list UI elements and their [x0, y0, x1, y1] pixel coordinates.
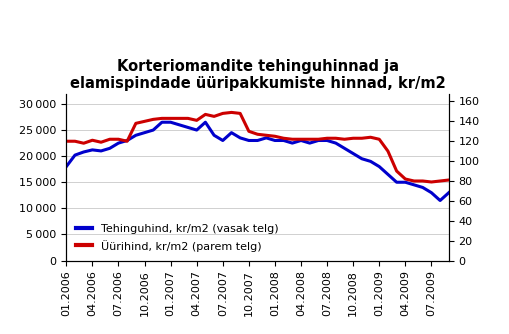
Üürihind, kr/m2 (parem telg) [358, 136, 364, 140]
Tehinguhind, kr/m2 (vasak telg) [393, 180, 399, 184]
Line: Tehinguhind, kr/m2 (vasak telg): Tehinguhind, kr/m2 (vasak telg) [66, 122, 448, 200]
Üürihind, kr/m2 (parem telg) [315, 137, 321, 141]
Tehinguhind, kr/m2 (vasak telg) [315, 139, 321, 143]
Tehinguhind, kr/m2 (vasak telg) [358, 157, 364, 161]
Tehinguhind, kr/m2 (vasak telg) [132, 133, 138, 137]
Tehinguhind, kr/m2 (vasak telg) [419, 185, 425, 189]
Tehinguhind, kr/m2 (vasak telg) [297, 139, 303, 143]
Üürihind, kr/m2 (parem telg) [115, 137, 121, 141]
Üürihind, kr/m2 (parem telg) [80, 141, 87, 145]
Üürihind, kr/m2 (parem telg) [89, 138, 95, 142]
Üürihind, kr/m2 (parem telg) [185, 116, 191, 120]
Üürihind, kr/m2 (parem telg) [193, 118, 200, 122]
Tehinguhind, kr/m2 (vasak telg) [211, 133, 217, 137]
Tehinguhind, kr/m2 (vasak telg) [115, 141, 121, 145]
Title: Korteriomandite tehinguhinnad ja
elamispindade üüripakkumiste hinnad, kr/m2: Korteriomandite tehinguhinnad ja elamisp… [70, 58, 444, 91]
Üürihind, kr/m2 (parem telg) [124, 139, 130, 143]
Tehinguhind, kr/m2 (vasak telg) [63, 165, 69, 169]
Tehinguhind, kr/m2 (vasak telg) [254, 139, 260, 143]
Tehinguhind, kr/m2 (vasak telg) [237, 136, 243, 140]
Tehinguhind, kr/m2 (vasak telg) [263, 136, 269, 140]
Tehinguhind, kr/m2 (vasak telg) [159, 120, 165, 124]
Üürihind, kr/m2 (parem telg) [237, 112, 243, 116]
Tehinguhind, kr/m2 (vasak telg) [271, 139, 277, 143]
Üürihind, kr/m2 (parem telg) [393, 169, 399, 173]
Üürihind, kr/m2 (parem telg) [306, 137, 312, 141]
Tehinguhind, kr/m2 (vasak telg) [124, 139, 130, 143]
Üürihind, kr/m2 (parem telg) [159, 116, 165, 120]
Tehinguhind, kr/m2 (vasak telg) [72, 153, 78, 157]
Üürihind, kr/m2 (parem telg) [436, 179, 442, 183]
Üürihind, kr/m2 (parem telg) [132, 121, 138, 125]
Üürihind, kr/m2 (parem telg) [410, 179, 416, 183]
Üürihind, kr/m2 (parem telg) [332, 136, 338, 140]
Üürihind, kr/m2 (parem telg) [289, 137, 295, 141]
Üürihind, kr/m2 (parem telg) [323, 136, 329, 140]
Üürihind, kr/m2 (parem telg) [376, 137, 382, 141]
Üürihind, kr/m2 (parem telg) [167, 116, 174, 120]
Tehinguhind, kr/m2 (vasak telg) [141, 131, 147, 135]
Üürihind, kr/m2 (parem telg) [228, 111, 234, 115]
Tehinguhind, kr/m2 (vasak telg) [245, 139, 251, 143]
Üürihind, kr/m2 (parem telg) [63, 139, 69, 143]
Üürihind, kr/m2 (parem telg) [271, 134, 277, 138]
Üürihind, kr/m2 (parem telg) [445, 178, 451, 182]
Tehinguhind, kr/m2 (vasak telg) [376, 165, 382, 169]
Tehinguhind, kr/m2 (vasak telg) [402, 180, 408, 184]
Tehinguhind, kr/m2 (vasak telg) [89, 148, 95, 152]
Üürihind, kr/m2 (parem telg) [367, 135, 373, 139]
Üürihind, kr/m2 (parem telg) [211, 114, 217, 118]
Tehinguhind, kr/m2 (vasak telg) [428, 191, 434, 195]
Üürihind, kr/m2 (parem telg) [150, 117, 156, 121]
Üürihind, kr/m2 (parem telg) [341, 137, 347, 141]
Tehinguhind, kr/m2 (vasak telg) [176, 123, 182, 127]
Üürihind, kr/m2 (parem telg) [219, 112, 225, 116]
Tehinguhind, kr/m2 (vasak telg) [150, 128, 156, 132]
Üürihind, kr/m2 (parem telg) [72, 139, 78, 143]
Tehinguhind, kr/m2 (vasak telg) [349, 152, 355, 156]
Tehinguhind, kr/m2 (vasak telg) [341, 146, 347, 150]
Tehinguhind, kr/m2 (vasak telg) [193, 128, 200, 132]
Üürihind, kr/m2 (parem telg) [176, 116, 182, 120]
Üürihind, kr/m2 (parem telg) [245, 129, 251, 133]
Üürihind, kr/m2 (parem telg) [428, 180, 434, 184]
Üürihind, kr/m2 (parem telg) [349, 136, 355, 140]
Tehinguhind, kr/m2 (vasak telg) [445, 191, 451, 195]
Tehinguhind, kr/m2 (vasak telg) [332, 141, 338, 145]
Tehinguhind, kr/m2 (vasak telg) [323, 139, 329, 143]
Üürihind, kr/m2 (parem telg) [141, 119, 147, 123]
Tehinguhind, kr/m2 (vasak telg) [219, 139, 225, 143]
Üürihind, kr/m2 (parem telg) [263, 133, 269, 137]
Tehinguhind, kr/m2 (vasak telg) [80, 150, 87, 154]
Üürihind, kr/m2 (parem telg) [297, 137, 303, 141]
Üürihind, kr/m2 (parem telg) [106, 137, 112, 141]
Tehinguhind, kr/m2 (vasak telg) [367, 159, 373, 163]
Üürihind, kr/m2 (parem telg) [98, 140, 104, 144]
Tehinguhind, kr/m2 (vasak telg) [384, 172, 390, 176]
Üürihind, kr/m2 (parem telg) [402, 177, 408, 181]
Üürihind, kr/m2 (parem telg) [202, 112, 208, 117]
Üürihind, kr/m2 (parem telg) [384, 149, 390, 153]
Tehinguhind, kr/m2 (vasak telg) [106, 146, 112, 150]
Legend: Tehinguhind, kr/m2 (vasak telg), Üürihind, kr/m2 (parem telg): Tehinguhind, kr/m2 (vasak telg), Üürihin… [75, 223, 278, 252]
Tehinguhind, kr/m2 (vasak telg) [306, 141, 312, 145]
Üürihind, kr/m2 (parem telg) [280, 136, 286, 140]
Tehinguhind, kr/m2 (vasak telg) [167, 120, 174, 124]
Tehinguhind, kr/m2 (vasak telg) [228, 131, 234, 135]
Tehinguhind, kr/m2 (vasak telg) [436, 198, 442, 202]
Tehinguhind, kr/m2 (vasak telg) [202, 120, 208, 124]
Tehinguhind, kr/m2 (vasak telg) [98, 149, 104, 153]
Üürihind, kr/m2 (parem telg) [419, 179, 425, 183]
Tehinguhind, kr/m2 (vasak telg) [410, 183, 416, 187]
Tehinguhind, kr/m2 (vasak telg) [289, 141, 295, 145]
Tehinguhind, kr/m2 (vasak telg) [185, 126, 191, 130]
Üürihind, kr/m2 (parem telg) [254, 132, 260, 136]
Tehinguhind, kr/m2 (vasak telg) [280, 139, 286, 143]
Line: Üürihind, kr/m2 (parem telg): Üürihind, kr/m2 (parem telg) [66, 113, 448, 182]
